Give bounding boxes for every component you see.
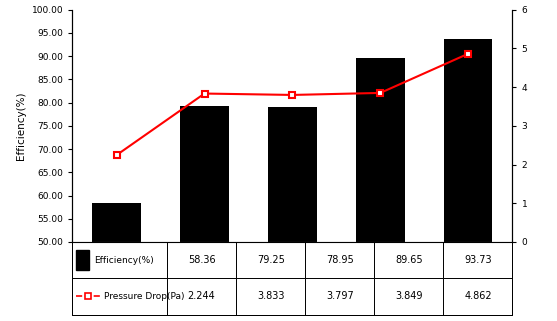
Text: 78.95: 78.95 bbox=[326, 255, 354, 265]
Text: 2.244: 2.244 bbox=[188, 291, 216, 301]
Bar bbox=[444, 39, 492, 321]
Text: 3.833: 3.833 bbox=[257, 291, 285, 301]
Bar bbox=[92, 203, 141, 321]
Text: 4.862: 4.862 bbox=[464, 291, 492, 301]
Y-axis label: Efficiency(%): Efficiency(%) bbox=[16, 91, 26, 160]
Text: 93.73: 93.73 bbox=[464, 255, 492, 265]
Bar bbox=[356, 58, 404, 321]
Text: 3.797: 3.797 bbox=[326, 291, 354, 301]
Text: Efficiency(%): Efficiency(%) bbox=[95, 256, 154, 265]
Text: Pressure Drop(Pa): Pressure Drop(Pa) bbox=[104, 292, 184, 301]
Text: 89.65: 89.65 bbox=[395, 255, 423, 265]
Text: 3.849: 3.849 bbox=[395, 291, 423, 301]
Bar bbox=[268, 108, 316, 321]
Bar bbox=[180, 106, 229, 321]
Text: 58.36: 58.36 bbox=[188, 255, 216, 265]
Bar bbox=[76, 250, 89, 270]
Text: 79.25: 79.25 bbox=[257, 255, 285, 265]
